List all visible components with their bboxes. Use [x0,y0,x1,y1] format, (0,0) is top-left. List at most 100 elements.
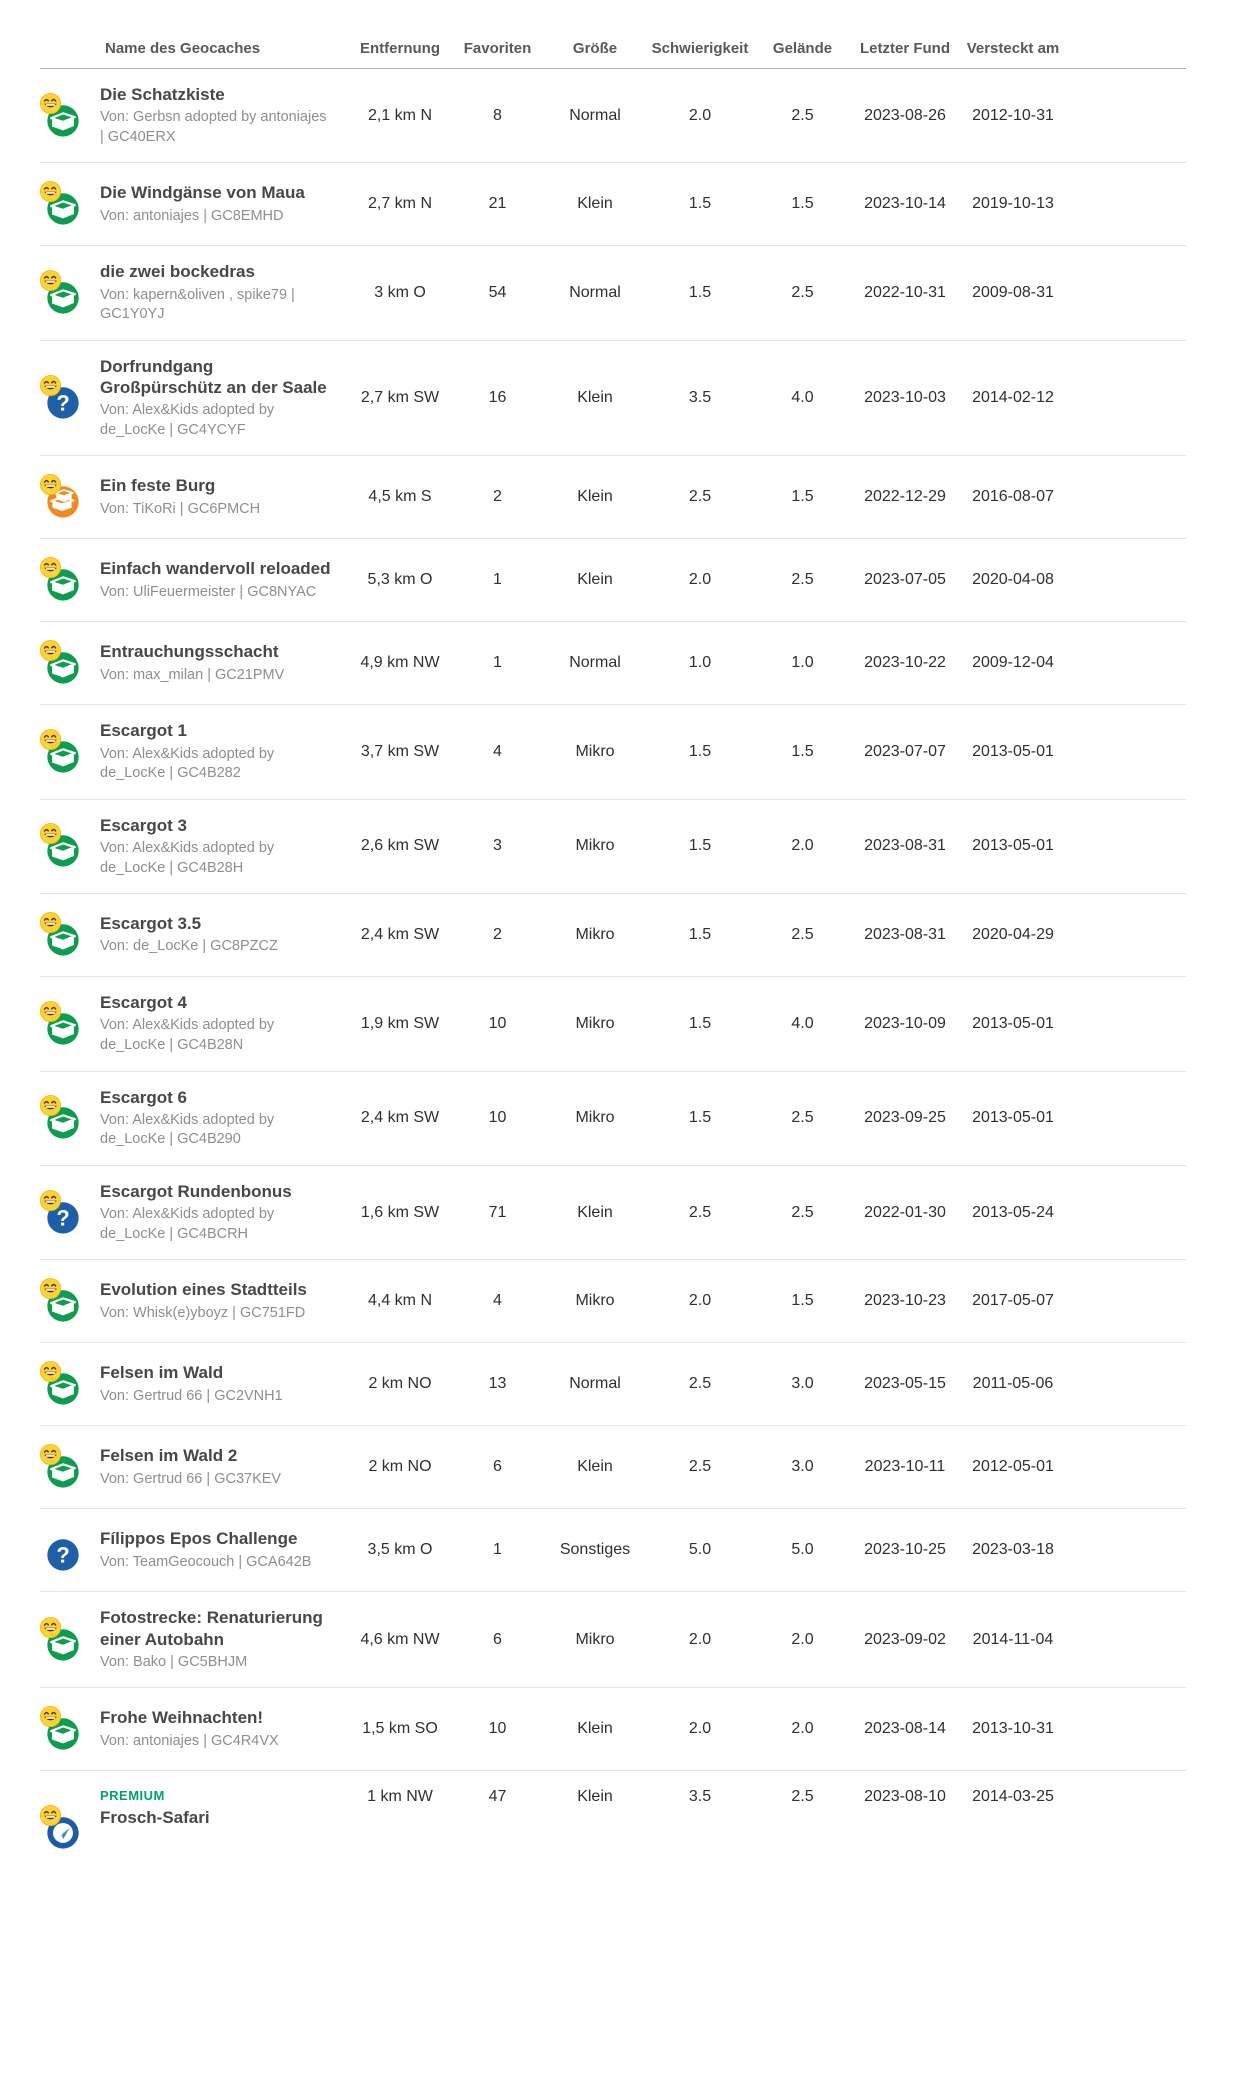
column-header-7[interactable]: Versteckt am [966,40,1060,57]
terrain-cell: 2.5 [791,1788,814,1806]
cache-row[interactable]: Entrauchungsschacht Von: max_milan | GC2… [39,621,1186,704]
cache-title-link[interactable]: Die Windgänse von Maua [100,183,305,203]
distance-cell: 2,4 km SW [360,926,440,944]
cache-type-icon-cell [39,1360,88,1408]
cache-row[interactable]: Escargot 3.5 Von: de_LocKe | GC8PZCZ 2,4… [39,893,1186,976]
hidden-date-cell: 2014-03-25 [972,1788,1054,1806]
found-smiley-icon [39,1278,62,1300]
difficulty-cell: 1.5 [688,743,712,761]
cache-title-link[interactable]: Escargot Rundenbonus [100,1181,292,1201]
terrain-cell: 2.5 [791,571,814,589]
size-cell: Mikro [575,1014,615,1032]
size-cell: Mikro [575,1630,615,1648]
distance-cell: 5,3 km O [367,571,433,589]
favorites-cell: 8 [493,106,502,124]
traditional-cache-icon [47,1629,79,1661]
last-found-cell: 2023-10-22 [864,654,946,672]
found-smiley-icon [39,375,62,397]
cache-row[interactable]: Escargot 1 Von: Alex&Kids adopted by de_… [39,704,1186,798]
found-smiley-icon [39,1361,62,1383]
cache-row[interactable]: Felsen im Wald 2 Von: Gertrud 66 | GC37K… [39,1425,1186,1508]
cache-title-link[interactable]: Fotostrecke: Renaturierung einer Autobah… [100,1608,323,1649]
cache-row[interactable]: ? Dorfrundgang Großpürschütz an der Saal… [39,339,1186,456]
cache-title-link[interactable]: Dorfrundgang Großpürschütz an der Saale [100,356,327,397]
cache-title-link[interactable]: Escargot 6 [100,1087,187,1107]
column-header-6[interactable]: Letzter Fund [860,40,950,57]
distance-cell: 2,6 km SW [360,837,440,855]
cache-byline: Von: Alex&Kids adopted by de_LocKe | GC4… [100,1206,275,1242]
cache-title-link[interactable]: Entrauchungsschacht [100,642,279,662]
cache-type-icon-cell [39,473,88,521]
cache-row[interactable]: Die Windgänse von Maua Von: antoniajes |… [39,162,1186,245]
column-header-name[interactable]: Name des Geocaches [105,40,261,57]
cache-title-link[interactable]: Escargot 1 [100,721,187,741]
cache-row[interactable]: PREMIUM Frosch-Safari 1 km NW 47 Klein 3… [39,1770,1186,2082]
traditional-cache-icon [47,1456,79,1488]
cache-row[interactable]: Ein feste Burg Von: TiKoRi | GC6PMCH 4,5… [39,455,1186,538]
hidden-date-cell: 2009-08-31 [972,284,1054,302]
cache-title-link[interactable]: Escargot 4 [100,993,187,1013]
column-header-2[interactable]: Favoriten [463,40,532,57]
cache-row[interactable]: ? Escargot Rundenbonus Von: Alex&Kids ad… [39,1164,1186,1259]
cache-row[interactable]: Einfach wandervoll reloaded Von: UliFeue… [39,538,1186,621]
found-smiley-icon [39,729,62,751]
cache-title-link[interactable]: die zwei bockedras [100,262,255,282]
distance-cell: 1,6 km SW [360,1203,440,1221]
cache-name-cell: Escargot 1 Von: Alex&Kids adopted by de_… [100,720,345,783]
cache-row[interactable]: Die Schatzkiste Von: Gerbsn adopted by a… [39,69,1186,162]
distance-cell: 4,6 km NW [360,1630,440,1648]
traditional-cache-icon [47,835,79,868]
table-header-row: Name des Geocaches Entfernung Favoriten Grö… [40,40,1186,69]
last-found-cell: 2023-08-26 [864,106,946,124]
hidden-date-cell: 2017-05-07 [972,1292,1054,1310]
difficulty-cell: 1.5 [688,284,712,302]
terrain-cell: 2.0 [791,1720,814,1738]
cache-byline: Von: TeamGeocouch | GCA642B [100,1553,312,1570]
terrain-cell: 4.0 [791,1014,814,1032]
cache-row[interactable]: die zwei bockedras Von: kapern&oliven , … [39,245,1186,339]
cache-title-link[interactable]: Die Schatzkiste [100,85,225,104]
cache-type-icon-cell [39,1094,88,1142]
terrain-cell: 2.5 [791,1203,814,1221]
terrain-cell: 2.5 [791,284,814,302]
cache-title-link[interactable]: Felsen im Wald 2 [100,1446,238,1466]
size-cell: Klein [577,195,613,213]
cache-title-link[interactable]: Felsen im Wald [100,1363,224,1383]
cache-title-link[interactable]: Evolution eines Stadtteils [100,1280,307,1300]
hidden-date-cell: 2013-05-24 [972,1203,1054,1221]
column-header-5[interactable]: Gelände [772,40,833,57]
last-found-cell: 2023-10-09 [864,1014,946,1032]
favorites-cell: 13 [488,1375,507,1393]
cache-title-link[interactable]: Escargot 3.5 [100,914,202,934]
cache-row[interactable]: ? Fílippos Epos Challenge Von: TeamGeoco… [40,1508,1186,1591]
cache-row[interactable]: Escargot 3 Von: Alex&Kids adopted by de_… [39,798,1186,893]
favorites-cell: 1 [493,571,502,589]
last-found-cell: 2023-08-10 [864,1788,946,1806]
cache-row[interactable]: Escargot 4 Von: Alex&Kids adopted by de_… [39,976,1186,1070]
column-header-4[interactable]: Schwierigkeit [651,40,749,57]
traditional-cache-icon [47,652,79,684]
cache-row[interactable]: Frohe Weihnachten! Von: antoniajes | GC4… [39,1687,1186,1770]
hidden-date-cell: 2012-10-31 [972,106,1054,124]
cache-title-link[interactable]: Frohe Weihnachten! [100,1708,264,1728]
terrain-cell: 2.5 [791,106,814,124]
difficulty-cell: 1.5 [688,1109,712,1127]
cache-title-link[interactable]: Escargot 3 [100,815,187,835]
difficulty-cell: 1.0 [688,654,712,672]
column-header-1[interactable]: Entfernung [360,40,440,57]
favorites-cell: 6 [493,1630,502,1648]
cache-title-link[interactable]: Fílippos Epos Challenge [100,1529,298,1549]
cache-title-link[interactable]: Ein feste Burg [100,476,216,496]
cache-row[interactable]: Felsen im Wald Von: Gertrud 66 | GC2VNH1… [39,1342,1186,1425]
traditional-cache-icon [47,741,79,773]
found-smiley-icon [39,557,62,579]
distance-cell: 4,9 km NW [360,654,440,672]
cache-row[interactable]: Evolution eines Stadtteils Von: Whisk(e)… [39,1259,1186,1342]
cache-type-icon-cell [39,1705,88,1753]
cache-row[interactable]: Escargot 6 Von: Alex&Kids adopted by de_… [39,1070,1186,1165]
cache-row[interactable]: Fotostrecke: Renaturierung einer Autobah… [39,1591,1186,1687]
cache-title-link[interactable]: Frosch-Safari [100,1808,210,1828]
favorites-cell: 1 [493,1541,502,1559]
cache-title-link[interactable]: Einfach wandervoll reloaded [100,559,331,579]
column-header-3[interactable]: Größe [572,40,618,57]
